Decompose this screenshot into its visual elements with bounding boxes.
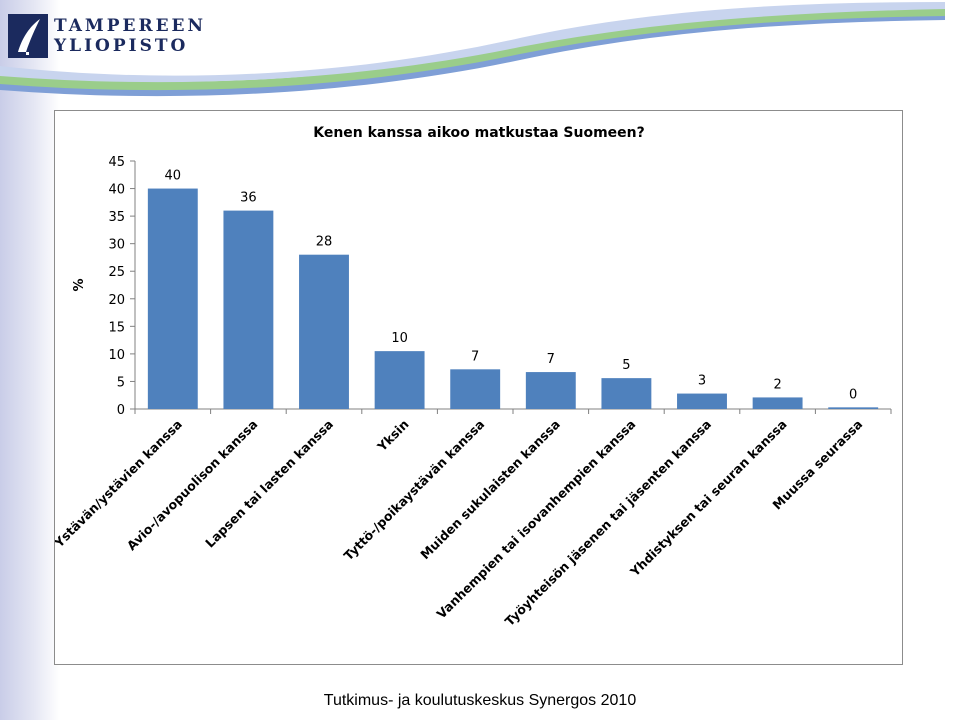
y-tick-label: 45 bbox=[108, 155, 125, 170]
logo-text-yliopisto: YLIOPISTO bbox=[54, 36, 189, 56]
category-label: Yksin bbox=[374, 417, 412, 455]
category-label: Lapsen tai lasten kanssa bbox=[202, 417, 336, 551]
bar bbox=[450, 369, 501, 409]
y-tick-label: 35 bbox=[108, 210, 125, 225]
bar bbox=[677, 393, 727, 409]
chart-title: Kenen kanssa aikoo matkustaa Suomeen? bbox=[313, 125, 645, 141]
data-label: 10 bbox=[391, 331, 408, 346]
bar bbox=[525, 372, 576, 409]
data-label: 7 bbox=[471, 349, 479, 364]
bar bbox=[601, 378, 652, 409]
bar-chart: Kenen kanssa aikoo matkustaa Suomeen? % … bbox=[55, 125, 892, 629]
footer-text: Tutkimus- ja koulutuskeskus Synergos 201… bbox=[323, 692, 637, 709]
y-tick-label: 0 bbox=[117, 403, 125, 418]
bar bbox=[223, 210, 274, 409]
data-label: 40 bbox=[165, 169, 182, 184]
data-labels: 40 36 28 10 7 7 5 3 2 0 bbox=[165, 169, 858, 403]
y-tick-label: 25 bbox=[108, 265, 125, 280]
y-tick-label: 40 bbox=[108, 183, 125, 198]
y-tick-label: 5 bbox=[117, 375, 125, 390]
bar bbox=[374, 351, 425, 409]
left-gradient-band bbox=[0, 0, 60, 720]
category-label: Tyttö-/poikaystävän kanssa bbox=[341, 417, 488, 564]
category-label: Ystävän/ystävien kanssa bbox=[55, 417, 185, 551]
data-label: 0 bbox=[849, 387, 857, 402]
bar-series bbox=[147, 188, 879, 409]
category-label: Yhdistyksen tai seuran kanssa bbox=[626, 417, 789, 580]
y-axis-label: % bbox=[72, 278, 87, 291]
data-label: 2 bbox=[773, 377, 781, 392]
data-label: 5 bbox=[622, 358, 630, 373]
y-tick-label: 10 bbox=[108, 348, 125, 363]
bar bbox=[828, 407, 879, 409]
y-tick-label: 15 bbox=[108, 320, 125, 335]
category-labels: Ystävän/ystävien kanssaAvio-/avopuolison… bbox=[55, 417, 865, 629]
header-wave-decoration bbox=[0, 2, 945, 97]
bar bbox=[752, 397, 803, 409]
bar bbox=[299, 254, 349, 409]
y-tick-label: 20 bbox=[108, 293, 125, 308]
chart-frame: Kenen kanssa aikoo matkustaa Suomeen? % … bbox=[54, 110, 903, 665]
category-label: Avio-/avopuolison kanssa bbox=[124, 417, 261, 554]
data-label: 3 bbox=[698, 374, 706, 389]
y-tick-label: 30 bbox=[108, 238, 125, 253]
data-label: 28 bbox=[316, 235, 333, 250]
bar bbox=[147, 188, 198, 409]
tampere-university-emblem-icon bbox=[8, 14, 48, 58]
data-label: 36 bbox=[240, 191, 257, 206]
data-label: 7 bbox=[547, 352, 555, 367]
logo-text-tampereen: TAMPEREEN bbox=[54, 16, 207, 36]
category-label: Muiden sukulaisten kanssa bbox=[417, 417, 563, 563]
